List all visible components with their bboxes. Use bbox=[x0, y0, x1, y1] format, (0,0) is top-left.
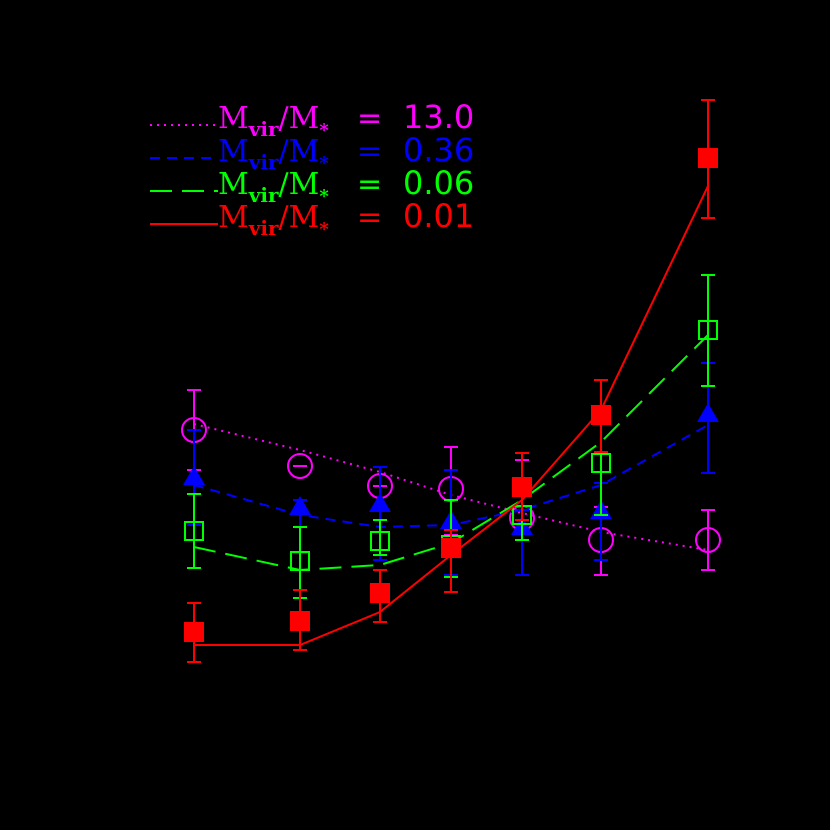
series-layer bbox=[181, 99, 721, 663]
data-point bbox=[369, 493, 391, 512]
data-point bbox=[698, 148, 718, 168]
data-point bbox=[184, 622, 204, 642]
legend-equals: = bbox=[357, 200, 382, 235]
legend-label: Mvir/M* bbox=[218, 101, 329, 141]
data-point bbox=[512, 477, 532, 497]
legend-value: 0.06 bbox=[403, 164, 474, 202]
data-point bbox=[184, 521, 204, 541]
legend-label: Mvir/M* bbox=[218, 200, 329, 240]
data-point bbox=[370, 531, 390, 551]
legend-value: 13.0 bbox=[403, 98, 474, 136]
data-point bbox=[287, 453, 313, 479]
legend-label: Mvir/M* bbox=[218, 134, 329, 174]
data-point bbox=[289, 496, 311, 515]
legend-entry-3: Mvir/M* = 0.01 bbox=[150, 197, 474, 240]
data-point bbox=[591, 405, 611, 425]
legend-entry-2: Mvir/M* = 0.06 bbox=[150, 164, 474, 207]
data-point bbox=[290, 611, 310, 631]
series-3 bbox=[184, 99, 718, 663]
legend-value: 0.36 bbox=[403, 131, 474, 169]
data-point bbox=[698, 320, 718, 340]
legend-label: Mvir/M* bbox=[218, 167, 329, 207]
data-point bbox=[591, 453, 611, 473]
legend-entry-0: Mvir/M* = 13.0 bbox=[150, 98, 474, 141]
legend-equals: = bbox=[357, 101, 382, 136]
legend-value: 0.01 bbox=[403, 197, 474, 235]
data-point bbox=[290, 551, 310, 571]
legend-equals: = bbox=[357, 134, 382, 169]
legend-entry-1: Mvir/M* = 0.36 bbox=[150, 131, 474, 174]
data-point bbox=[183, 466, 205, 485]
data-point bbox=[441, 538, 461, 558]
data-point bbox=[697, 403, 719, 422]
data-point bbox=[370, 583, 390, 603]
data-point bbox=[695, 527, 721, 553]
legend-equals: = bbox=[357, 167, 382, 202]
